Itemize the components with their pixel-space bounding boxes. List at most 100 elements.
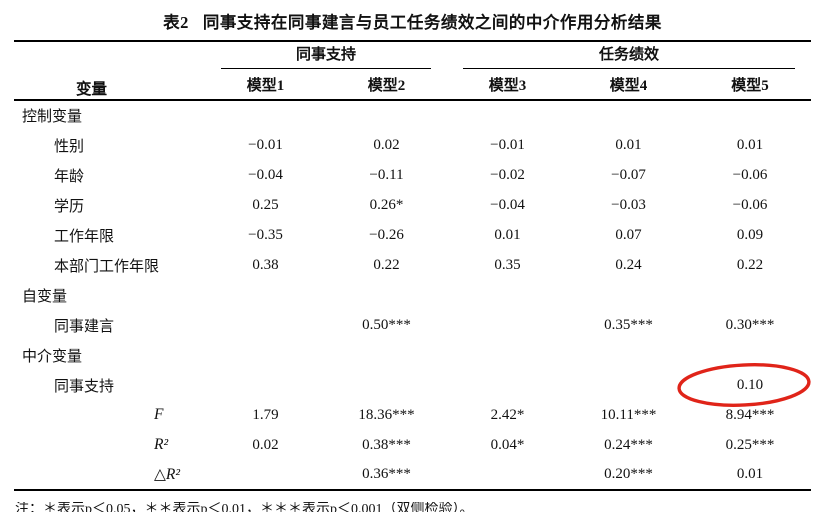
model-1-header: 模型1 (205, 69, 326, 101)
value-cell: −0.04 (490, 196, 525, 213)
model-4-header: 模型4 (568, 69, 689, 101)
value-cell: 0.35*** (604, 316, 653, 333)
value-cell: 0.10 (736, 376, 764, 393)
row-label: 工作年限 (54, 228, 115, 245)
value-cell: −0.26 (369, 226, 404, 243)
value-cell: 0.07 (615, 226, 642, 243)
table-body: 控制变量 性别 −0.01 0.02 −0.01 0.01 0.01 年龄 −0.04 −… (14, 100, 811, 490)
results-table: 变量 同事支持 任务绩效 模型1 模型2 模型3 模型4 模型5 控制变量 性别… (14, 40, 811, 491)
value-cell: 0.02 (252, 436, 279, 453)
value-cell (326, 280, 447, 310)
row-label: 同事建言 (54, 318, 115, 335)
row-label: 自变量 (22, 288, 68, 305)
value-cell: 0.35 (494, 256, 521, 273)
value-cell (326, 340, 447, 370)
value-cell: 1.79 (252, 406, 279, 423)
table-row: 中介变量 (14, 340, 811, 370)
table-row: 学历 0.25 0.26* −0.04 −0.03 −0.06 (14, 190, 811, 220)
row-label: 学历 (54, 198, 85, 215)
row-label: 本部门工作年限 (54, 258, 160, 275)
spanner-coworker-support: 同事支持 (205, 41, 447, 69)
table-title: 表2 同事支持在同事建言与员工任务绩效之间的中介作用分析结果 (0, 9, 825, 33)
value-cell: 2.42* (490, 406, 525, 423)
value-cell: 18.36*** (358, 406, 415, 423)
value-cell (689, 280, 811, 310)
value-cell (689, 340, 811, 370)
table-footnote: 注：＊表示p＜0.05，＊＊表示p＜0.01，＊＊＊表示p＜0.001（双侧检验… (15, 502, 474, 512)
value-cell: −0.07 (611, 166, 646, 183)
value-cell: 0.01 (736, 466, 764, 482)
row-label: 同事支持 (54, 378, 115, 395)
table-number: 表2 (163, 13, 189, 32)
spanner-header-row: 变量 同事支持 任务绩效 (14, 41, 811, 101)
table-row: 同事支持 0.10 (14, 370, 811, 400)
value-cell (205, 340, 326, 370)
row-label: F (154, 406, 164, 423)
value-cell: 0.25 (252, 196, 279, 213)
value-cell: 0.22 (373, 256, 400, 273)
value-cell: −0.11 (369, 166, 404, 183)
value-cell (205, 100, 326, 130)
table-row: 同事建言 0.50*** 0.35*** 0.30*** (14, 310, 811, 340)
value-cell: 0.38*** (362, 436, 411, 453)
value-cell (326, 370, 447, 400)
value-cell: −0.01 (248, 136, 283, 153)
value-cell: 10.11*** (600, 406, 657, 423)
value-cell: 0.30*** (725, 316, 775, 333)
value-cell: −0.01 (490, 136, 525, 153)
value-cell: 0.25*** (725, 436, 775, 453)
value-cell: 0.01 (615, 136, 642, 153)
value-cell: 0.24*** (604, 436, 653, 453)
table-row: 控制变量 (14, 100, 811, 130)
value-cell (568, 340, 689, 370)
value-cell: −0.35 (248, 226, 283, 243)
value-cell: 0.01 (494, 226, 521, 243)
model-header-row: 模型1 模型2 模型3 模型4 模型5 (14, 69, 811, 101)
model-2-header: 模型2 (326, 69, 447, 101)
value-cell: −0.03 (611, 196, 646, 213)
value-cell: −0.06 (732, 166, 768, 183)
row-label: 中介变量 (22, 348, 83, 365)
model-3-header: 模型3 (447, 69, 568, 101)
value-cell (447, 280, 568, 310)
value-cell (205, 280, 326, 310)
value-cell (568, 280, 689, 310)
value-cell (689, 100, 811, 130)
value-cell (447, 370, 568, 400)
spanner-task-performance: 任务绩效 (447, 41, 811, 69)
value-cell: 0.36*** (362, 466, 411, 482)
row-label: R² (154, 436, 169, 453)
value-cell: 0.01 (736, 136, 764, 153)
value-cell: −0.06 (732, 196, 768, 213)
value-cell (205, 370, 326, 400)
table-row: 性别 −0.01 0.02 −0.01 0.01 0.01 (14, 130, 811, 160)
row-label: 年龄 (54, 168, 85, 185)
value-cell (447, 340, 568, 370)
value-cell: 8.94*** (725, 406, 775, 423)
value-cell: 0.24 (615, 256, 642, 273)
value-cell (326, 100, 447, 130)
value-cell (205, 310, 326, 340)
table-row: △R² 0.36*** 0.20*** 0.01 (14, 460, 811, 490)
row-label: 性别 (54, 138, 85, 155)
spanner-coworker-support-label: 同事支持 (221, 43, 431, 69)
value-cell: 0.02 (373, 136, 400, 153)
table-row: 自变量 (14, 280, 811, 310)
value-cell: 0.20*** (604, 466, 653, 482)
row-label: 控制变量 (22, 109, 83, 125)
variable-column-header: 变量 (14, 41, 205, 101)
value-cell (205, 460, 326, 490)
table-caption: 同事支持在同事建言与员工任务绩效之间的中介作用分析结果 (202, 13, 662, 32)
table-row: 工作年限 −0.35 −0.26 0.01 0.07 0.09 (14, 220, 811, 250)
table-row: 本部门工作年限 0.38 0.22 0.35 0.24 0.22 (14, 250, 811, 280)
value-cell: 0.26* (369, 196, 404, 213)
value-cell: 0.38 (252, 256, 279, 273)
table-row: R² 0.02 0.38*** 0.04* 0.24*** 0.25*** (14, 430, 811, 460)
value-cell: 0.50*** (362, 316, 411, 333)
value-cell: 0.22 (736, 256, 764, 273)
table-row: 年龄 −0.04 −0.11 −0.02 −0.07 −0.06 (14, 160, 811, 190)
value-cell (447, 460, 568, 490)
value-cell: −0.02 (490, 166, 525, 183)
row-label: △R² (154, 466, 181, 483)
